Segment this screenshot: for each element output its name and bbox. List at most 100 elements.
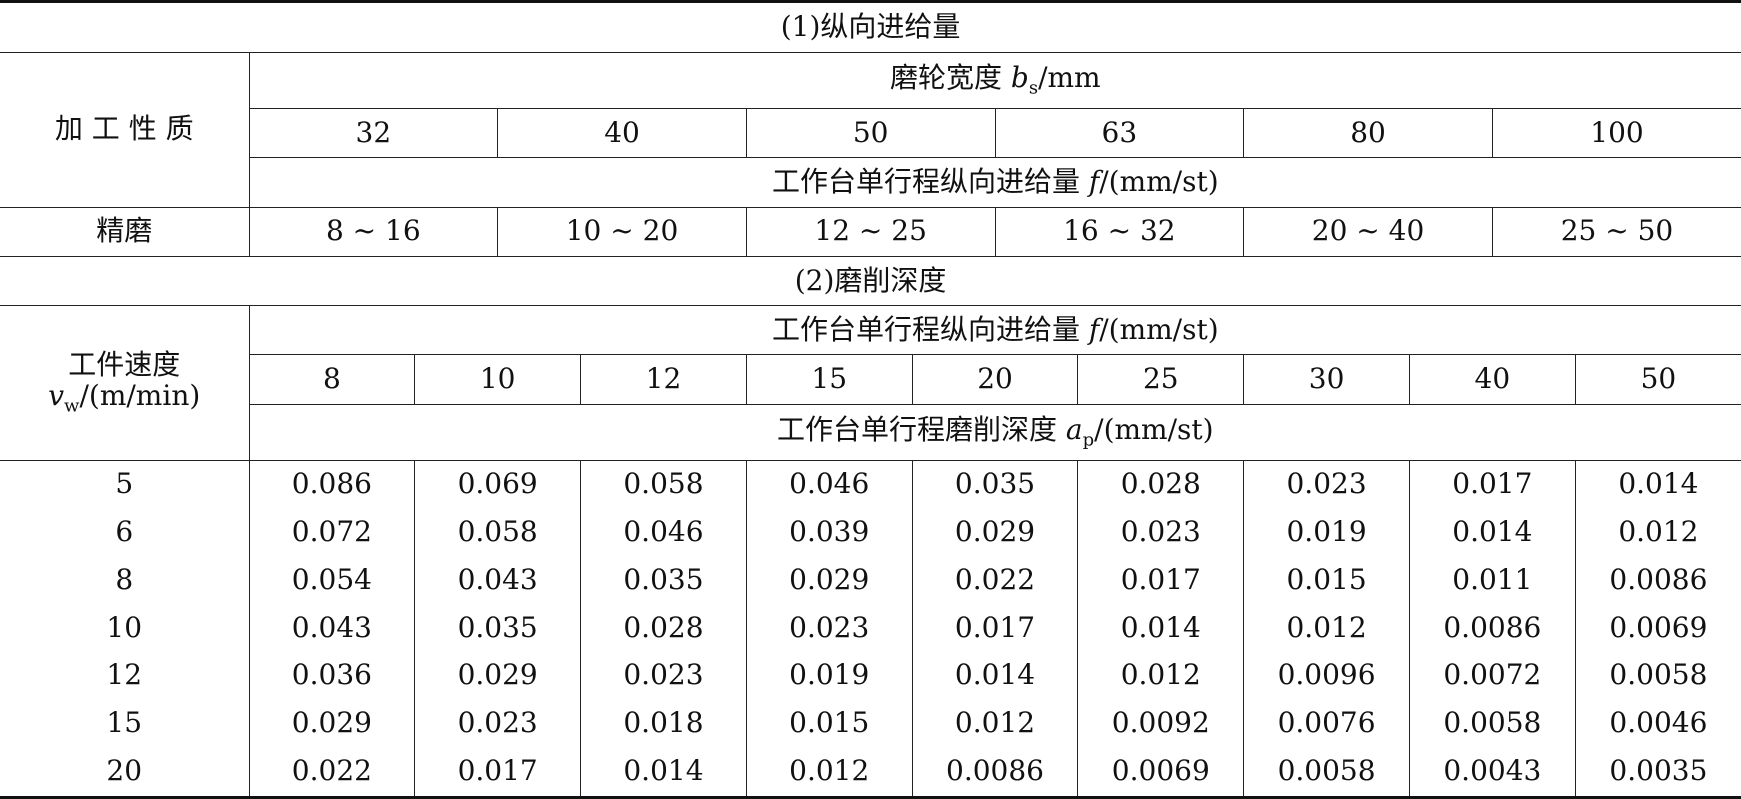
depth-value: 0.0092 — [1077, 699, 1245, 748]
row-header: 加 工 性 质 — [0, 51, 250, 208]
feed-value: 10 — [414, 354, 582, 405]
width-value: 32 — [249, 108, 499, 159]
depth-value: 0.058 — [580, 459, 747, 509]
depth-value: 0.0069 — [1574, 604, 1741, 652]
depth-value: 0.036 — [248, 651, 416, 700]
depth-value: 0.035 — [414, 604, 582, 652]
depth-value: 0.014 — [580, 747, 747, 798]
feed-range: 20 ~ 40 — [1243, 206, 1493, 257]
header-text: 磨轮宽度 — [889, 60, 1011, 94]
depth-value: 0.023 — [580, 651, 747, 700]
data-row: 5 0.086 0.069 0.058 0.046 0.035 0.028 0.023 0.01… — [0, 459, 1741, 509]
speed: 12 — [0, 651, 250, 700]
depth-value: 0.012 — [1077, 651, 1245, 700]
depth-value: 0.058 — [414, 508, 582, 557]
row-header: 工件速度 vw/(m/min) — [0, 305, 250, 461]
subscript: w — [64, 395, 80, 417]
feed-header: 工作台单行程纵向进给量 f/(mm/st) — [248, 305, 1741, 356]
depth-value: 0.014 — [911, 651, 1079, 700]
depth-value: 0.012 — [1243, 604, 1410, 652]
depth-value: 0.022 — [248, 747, 416, 798]
depth-value: 0.015 — [745, 699, 913, 748]
feed-value: 20 — [911, 354, 1079, 405]
depth-value: 0.0058 — [1408, 699, 1576, 748]
data-row: 10 0.043 0.035 0.028 0.023 0.017 0.014 0.012 0.0… — [0, 604, 1741, 652]
depth-value: 0.046 — [745, 459, 913, 509]
symbol: a — [1065, 412, 1083, 446]
data-row: 15 0.029 0.023 0.018 0.015 0.012 0.0092 0.0076 0… — [0, 699, 1741, 748]
depth-value: 0.0069 — [1077, 747, 1245, 798]
width-value: 63 — [994, 108, 1245, 159]
depth-value: 0.0086 — [1574, 556, 1741, 605]
depth-value: 0.029 — [911, 508, 1079, 557]
depth-value: 0.029 — [414, 651, 582, 700]
unit: /mm — [1038, 60, 1101, 94]
feed-header: 工作台单行程纵向进给量 f/(mm/st) — [249, 157, 1741, 208]
depth-value: 0.035 — [911, 459, 1079, 509]
depth-value: 0.018 — [580, 699, 747, 748]
unit: /(mm/st) — [1099, 165, 1219, 199]
unit: /(mm/st) — [1099, 312, 1219, 346]
section-title-row: (2)磨削深度 — [0, 255, 1741, 307]
symbol: f — [1088, 165, 1100, 199]
header-row: 工作台单行程纵向进给量 f/(mm/st) — [0, 157, 1741, 208]
depth-value: 0.0058 — [1574, 651, 1741, 700]
feed-range: 12 ~ 25 — [745, 206, 996, 257]
depth-value: 0.014 — [1408, 508, 1576, 557]
depth-value: 0.023 — [745, 604, 913, 652]
header-row: 工作台单行程磨削深度 ap/(mm/st) — [0, 403, 1741, 461]
subscript: p — [1082, 429, 1095, 451]
depth-value: 0.0076 — [1243, 699, 1410, 748]
widths-row: 32 40 50 63 80 100 — [0, 108, 1741, 159]
header-row: 加 工 性 质磨轮宽度 bs/mm — [0, 51, 1741, 208]
unit: /(mm/st) — [1094, 412, 1214, 446]
feed-value: 25 — [1077, 354, 1245, 405]
depth-value: 0.029 — [745, 556, 913, 605]
header-row: 工件速度 vw/(m/min) 工作台单行程纵向进给量 f/(mm/st) — [0, 305, 1741, 461]
depth-value: 0.012 — [911, 699, 1079, 748]
depth-value: 0.0043 — [1408, 747, 1576, 798]
feed-range: 25 ~ 50 — [1491, 206, 1741, 257]
depth-header: 工作台单行程磨削深度 ap/(mm/st) — [249, 403, 1741, 461]
data-row: 6 0.072 0.058 0.046 0.039 0.029 0.023 0.019 0.01… — [0, 508, 1741, 557]
unit: /(m/min) — [79, 378, 201, 412]
depth-value: 0.054 — [248, 556, 416, 605]
depth-value: 0.023 — [414, 699, 582, 748]
depth-value: 0.0058 — [1243, 747, 1410, 798]
speed: 8 — [0, 556, 250, 605]
depth-value: 0.014 — [1574, 459, 1741, 509]
data-row: 8 0.054 0.043 0.035 0.029 0.022 0.017 0.015 0.01… — [0, 556, 1741, 605]
depth-value: 0.019 — [745, 651, 913, 700]
feed-value: 15 — [745, 354, 913, 405]
data-row: 12 0.036 0.029 0.023 0.019 0.014 0.012 0.0096 0.… — [0, 651, 1741, 700]
feed-value: 8 — [249, 354, 416, 405]
depth-value: 0.069 — [414, 459, 582, 509]
header-text: 工件速度 — [68, 347, 181, 381]
section-title-row: (1)纵向进给量 — [0, 1, 1741, 53]
depth-value: 0.0086 — [911, 747, 1079, 798]
depth-value: 0.019 — [1243, 508, 1410, 557]
width-value: 100 — [1491, 108, 1741, 159]
speed: 6 — [0, 508, 250, 557]
symbol: v — [48, 378, 65, 412]
speed: 10 — [0, 604, 250, 652]
section-title: (1)纵向进给量 — [0, 1, 1741, 53]
depth-value: 0.086 — [248, 459, 416, 509]
header-text: 工作台单行程纵向进给量 — [771, 312, 1089, 346]
feed-value: 40 — [1408, 354, 1576, 405]
depth-value: 0.0035 — [1574, 747, 1741, 798]
depth-value: 0.022 — [911, 556, 1079, 605]
feeds-row: 8 10 12 15 20 25 30 40 50 — [0, 354, 1741, 405]
depth-value: 0.0072 — [1408, 651, 1576, 700]
header-symbol-line: vw/(m/min) — [0, 378, 249, 417]
depth-value: 0.011 — [1408, 556, 1576, 605]
depth-value: 0.043 — [414, 556, 582, 605]
speed: 20 — [0, 747, 250, 798]
depth-value: 0.017 — [1077, 556, 1245, 605]
feed-range: 10 ~ 20 — [497, 206, 747, 257]
depth-value: 0.046 — [580, 508, 747, 557]
depth-value: 0.014 — [1077, 604, 1245, 652]
header-text: 工作台单行程纵向进给量 — [771, 165, 1089, 199]
